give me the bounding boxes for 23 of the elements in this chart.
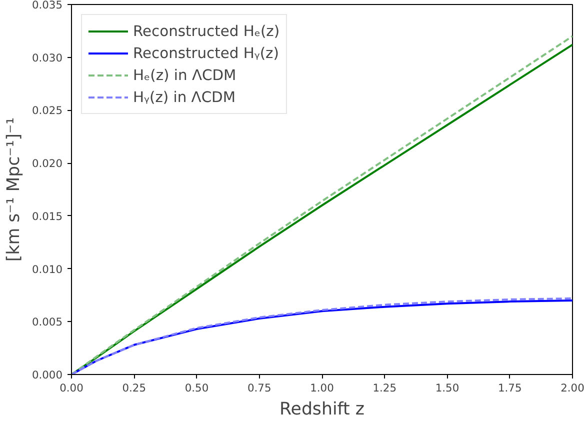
x-tick-label: 0.00: [60, 382, 84, 394]
y-tick-label: 0.030: [32, 51, 63, 64]
y-tick-label: 0.015: [32, 210, 63, 223]
y-tick-label: 0.035: [32, 0, 63, 12]
y-tick-label: 0.005: [32, 316, 63, 329]
x-tick-label: 0.50: [184, 382, 209, 394]
legend-label: Reconstructed Hᵧ(z): [133, 44, 279, 62]
legend-label: Hₑ(z) in ΛCDM: [133, 66, 236, 84]
x-tick-label: 0.75: [248, 382, 272, 394]
x-axis-title: Redshift z: [280, 400, 364, 420]
x-tick-label: 1.25: [372, 382, 396, 394]
x-tick-label: 1.00: [310, 382, 334, 394]
y-tick-label: 0.025: [32, 104, 63, 118]
y-tick-label: 0.010: [32, 262, 63, 276]
x-tick-label: 2.00: [560, 382, 584, 394]
y-axis-title: [km s⁻¹ Mpc⁻¹]⁻¹: [4, 117, 24, 262]
x-tick-label: 0.25: [122, 382, 146, 394]
x-tick-label: 1.75: [498, 382, 522, 394]
legend-label: Reconstructed Hₑ(z): [133, 22, 280, 40]
y-tick-label: 0.020: [32, 157, 63, 170]
y-tick-label: 0.000: [32, 368, 63, 382]
legend-label: Hᵧ(z) in ΛCDM: [133, 88, 236, 106]
x-tick-label: 1.50: [435, 382, 460, 394]
